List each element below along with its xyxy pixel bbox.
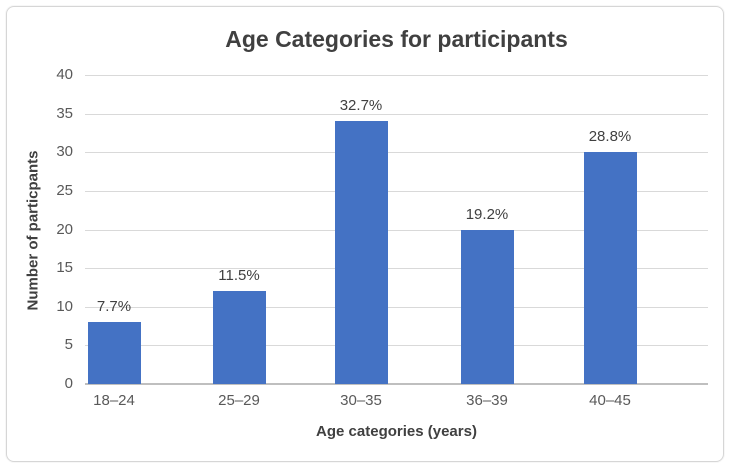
gridline (85, 307, 708, 308)
bar (87, 322, 141, 384)
x-axis-title: Age categories (years) (316, 423, 477, 440)
bar-value-label: 19.2% (465, 205, 509, 223)
y-tick-label: 15 (56, 259, 73, 277)
bar-value-label: 11.5% (218, 267, 260, 285)
y-tick-label: 0 (64, 375, 73, 392)
bar-value-label: 32.7% (339, 97, 383, 115)
bar-value-label: 7.7% (96, 298, 132, 316)
bar (334, 121, 388, 384)
gridline (85, 152, 708, 153)
bar (583, 152, 637, 384)
y-tick-label: 30 (56, 143, 73, 161)
gridline (85, 114, 708, 115)
y-tick-label: 5 (64, 336, 73, 354)
gridline (85, 230, 708, 231)
bar-value-label: 28.8% (588, 128, 632, 146)
gridline (85, 268, 708, 269)
y-tick-label: 10 (56, 297, 73, 315)
chart-border (6, 6, 724, 462)
plot-area (85, 75, 708, 385)
x-tick-label: 18–24 (93, 392, 135, 409)
y-tick-label: 20 (56, 220, 73, 238)
chart-title: Age Categories for participants (225, 26, 568, 52)
x-tick-label: 40–45 (589, 392, 631, 409)
bar (460, 229, 514, 384)
gridline (85, 345, 708, 346)
y-tick-label: 35 (56, 104, 73, 122)
x-tick-label: 25–29 (218, 392, 260, 409)
x-axis-line (85, 383, 708, 385)
y-tick-label: 40 (56, 66, 73, 83)
gridline (85, 191, 708, 192)
bar (212, 291, 266, 384)
x-tick-label: 36–39 (466, 392, 508, 409)
x-tick-label: 30–35 (340, 392, 382, 409)
gridline (85, 75, 708, 76)
y-tick-label: 25 (56, 181, 73, 199)
